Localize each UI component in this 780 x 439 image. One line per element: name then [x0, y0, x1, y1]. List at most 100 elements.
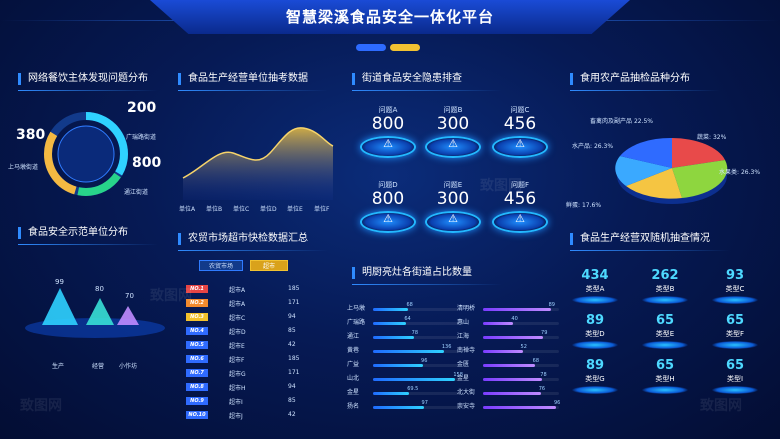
- hazard-ring-f[interactable]: [492, 211, 548, 233]
- kitchen-street-name: 通江: [347, 333, 360, 340]
- tab-supermarket[interactable]: 超市: [250, 260, 288, 271]
- kitchen-bar-track: [483, 308, 559, 311]
- random-panel-title: 食品生产经营双随机抽查情况: [570, 233, 710, 245]
- ring-seg-tongjiang: [44, 112, 128, 196]
- kitchen-bar-value: 96: [421, 358, 428, 364]
- page-indicator-1[interactable]: [356, 44, 386, 51]
- kitchen-bar-value: 89: [548, 302, 555, 308]
- random-tile[interactable]: 65 类型H: [640, 358, 690, 398]
- random-tile[interactable]: 65 类型E: [640, 313, 690, 353]
- pie-slice-fruit: [672, 160, 728, 198]
- hazard-value-a: 800: [371, 114, 405, 134]
- produce-label-meat: 畜禽肉及副产品 22.5%: [590, 118, 653, 125]
- kitchen-bar-value: 158: [453, 372, 463, 378]
- hazard-ring-a[interactable]: [360, 136, 416, 158]
- kitchen-street-name: 广瑞路: [347, 319, 366, 326]
- random-tile-value: 89: [585, 313, 605, 328]
- kitchen-bar-value: 78: [540, 372, 547, 378]
- catering-label-2: 广瑞路街道: [126, 134, 157, 141]
- market-underline: [178, 250, 328, 251]
- kitchen-street-name: 崇安寺: [457, 403, 476, 410]
- market-row-value: 94: [288, 383, 296, 390]
- hazard-ring-e[interactable]: [425, 211, 481, 233]
- pie-slice-aquatic: [615, 156, 672, 186]
- kitchen-street-name: 南禅寺: [457, 347, 476, 354]
- kitchen-bar-fill: [483, 308, 551, 311]
- random-tile[interactable]: 65 类型I: [710, 358, 760, 398]
- random-tile[interactable]: 89 类型G: [570, 358, 620, 398]
- random-tile-label: 类型G: [585, 375, 605, 383]
- random-tile-label: 类型D: [585, 330, 605, 338]
- random-tile-value: 65: [725, 358, 745, 373]
- ring-seg-shangmadun: [44, 112, 128, 196]
- kitchen-street-name: 清明桥: [457, 305, 476, 312]
- produce-pie-chart: [615, 137, 728, 204]
- catering-ring-chart: [44, 112, 128, 196]
- rank-badge: NO.3: [186, 313, 208, 321]
- catering-value-2: 200: [127, 100, 157, 116]
- catering-value-3: 800: [132, 155, 162, 171]
- kitchen-bar-value: 136: [441, 344, 452, 350]
- random-underline: [570, 250, 730, 251]
- random-tile-value: 65: [655, 313, 675, 328]
- page-indicator-2[interactable]: [390, 44, 420, 51]
- market-row-name: 超市E: [229, 343, 245, 350]
- random-tile-base: [572, 296, 618, 304]
- kitchen-bar-value: 76: [538, 386, 546, 392]
- random-tile[interactable]: 262 类型B: [640, 268, 690, 308]
- watermark-text: 致图网: [480, 178, 522, 194]
- sampling-x-label-4: 单位D: [260, 206, 277, 213]
- kitchen-bar-track: [373, 308, 459, 311]
- kitchen-bar-track: [483, 336, 559, 339]
- random-tile-base: [642, 386, 688, 394]
- kitchen-bar-row: 扬名 97: [347, 400, 465, 413]
- kitchen-bar-row: 广益 96: [347, 358, 465, 371]
- kitchen-bar-track: [483, 392, 559, 395]
- header-banner: [150, 0, 630, 34]
- random-tile-label: 类型I: [726, 375, 744, 383]
- kitchen-bar-row: 黄巷 136: [347, 344, 465, 357]
- market-row-value: 85: [288, 327, 296, 334]
- hazard-ring-d[interactable]: [360, 211, 416, 233]
- random-tile-value: 65: [655, 358, 675, 373]
- random-tile-base: [642, 296, 688, 304]
- kitchen-bar-row: 金星 69.5: [347, 386, 465, 399]
- rank-badge: NO.4: [186, 327, 208, 335]
- demo-value-3: 70: [125, 292, 134, 300]
- demo-panel-title: 食品安全示范单位分布: [18, 227, 128, 239]
- demo-value-2: 80: [95, 285, 104, 293]
- sampling-x-label-1: 单位A: [179, 206, 196, 213]
- kitchen-bar-track: [483, 364, 559, 367]
- produce-underline: [570, 90, 720, 91]
- kitchen-street-name: 广益: [347, 361, 360, 368]
- hazard-panel-title: 街道食品安全隐患排查: [352, 73, 462, 85]
- random-tile[interactable]: 434 类型A: [570, 268, 620, 308]
- kitchen-bar-value: 68: [406, 302, 413, 308]
- hazard-ring-c[interactable]: [492, 136, 548, 158]
- pie-slice-eggs: [626, 168, 682, 199]
- kitchen-bar-row: 金星 78: [457, 372, 569, 385]
- kitchen-bar-track: [373, 406, 459, 409]
- market-panel-title: 农贸市场超市快检数据汇总: [178, 233, 308, 245]
- tab-farm-market[interactable]: 农贸市场: [199, 260, 243, 271]
- kitchen-bar-fill: [483, 364, 535, 367]
- demo-pyramid-chart: [25, 288, 165, 338]
- warning-icon: ⚠: [448, 137, 458, 150]
- sampling-x-label-6: 单位F: [314, 206, 330, 213]
- kitchen-bar-fill: [373, 392, 410, 395]
- kitchen-bar-fill: [483, 406, 556, 409]
- area-fill: [183, 127, 333, 200]
- random-tile-base: [712, 386, 758, 394]
- random-tile[interactable]: 89 类型D: [570, 313, 620, 353]
- hazard-value-f: 456: [503, 189, 537, 209]
- random-tile-label: 类型B: [655, 285, 675, 293]
- kitchen-bar-fill: [373, 350, 444, 353]
- random-tile[interactable]: 65 类型F: [710, 313, 760, 353]
- random-tile-base: [712, 296, 758, 304]
- random-tile[interactable]: 93 类型C: [710, 268, 760, 308]
- kitchen-bar-row: 北大街 76: [457, 386, 569, 399]
- kitchen-bar-value: 69.5: [407, 386, 419, 392]
- warning-icon: ⚠: [515, 212, 525, 225]
- random-tile-value: 89: [585, 358, 605, 373]
- hazard-ring-b[interactable]: [425, 136, 481, 158]
